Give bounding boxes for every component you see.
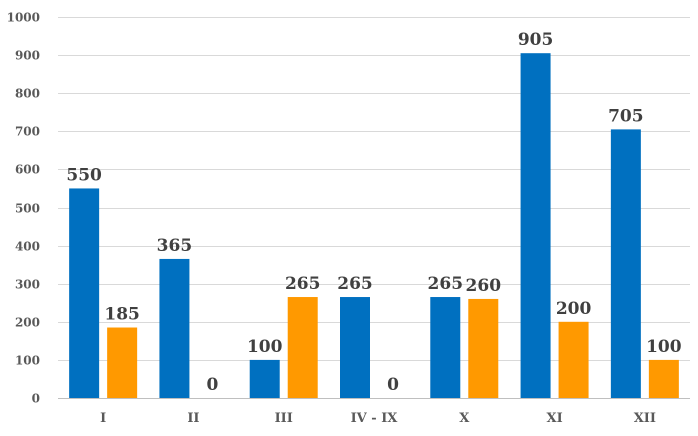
bar [648, 359, 679, 398]
data-label: 705 [608, 106, 644, 126]
y-tick-label: 100 [15, 354, 40, 368]
bar [430, 297, 461, 398]
bar [287, 297, 318, 398]
bar [69, 188, 100, 398]
x-axis-category-labels: I II III IV - IX X XI XII [100, 411, 656, 426]
data-label: 100 [247, 337, 283, 357]
gridlines [58, 17, 690, 399]
data-label: 265 [285, 274, 321, 294]
bar [610, 129, 641, 398]
y-tick-label: 200 [15, 316, 40, 330]
y-tick-label: 400 [15, 240, 40, 254]
y-tick-label: 600 [15, 163, 40, 177]
bar [558, 321, 589, 398]
y-tick-label: 800 [15, 87, 40, 101]
x-tick-label: XII [634, 411, 656, 426]
bar [159, 258, 190, 398]
x-tick-label: II [187, 411, 199, 426]
y-tick-label: 700 [15, 125, 40, 139]
bar [520, 53, 551, 398]
bar [468, 298, 499, 398]
bars [69, 53, 679, 398]
bar [340, 297, 370, 398]
x-tick-label: X [459, 411, 470, 426]
y-tick-label: 1000 [7, 11, 40, 25]
data-label: 0 [387, 375, 399, 395]
data-label: 265 [428, 274, 464, 294]
y-axis-tick-labels: 0 100 200 300 400 500 600 700 800 900 1000 [7, 11, 40, 406]
data-label: 365 [157, 236, 193, 256]
y-tick-label: 500 [15, 202, 40, 216]
y-tick-label: 300 [15, 278, 40, 292]
bar [249, 359, 280, 398]
data-label: 260 [466, 276, 502, 296]
data-label: 100 [646, 337, 682, 357]
data-label: 185 [104, 305, 140, 325]
x-tick-label: XI [546, 411, 562, 426]
x-tick-label: III [275, 411, 293, 426]
data-label: 905 [518, 30, 554, 50]
bar [107, 327, 138, 398]
data-label: 0 [207, 375, 219, 395]
data-label: 550 [66, 165, 102, 185]
y-tick-label: 0 [32, 392, 40, 406]
x-tick-label: I [100, 411, 106, 426]
y-tick-label: 900 [15, 49, 40, 63]
x-tick-label: IV - IX [351, 411, 399, 426]
data-label: 265 [337, 274, 373, 294]
data-label: 200 [556, 299, 592, 319]
